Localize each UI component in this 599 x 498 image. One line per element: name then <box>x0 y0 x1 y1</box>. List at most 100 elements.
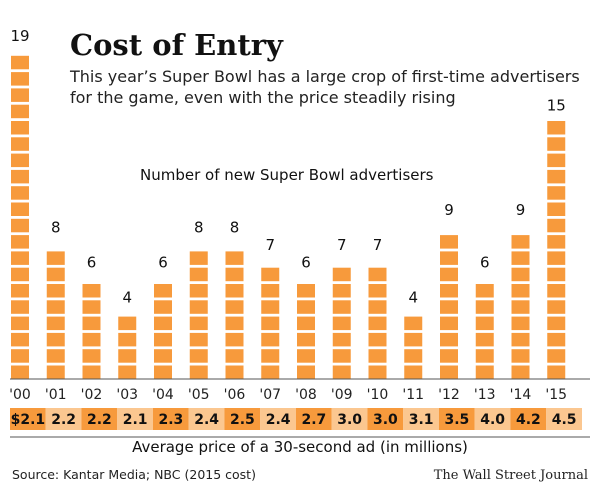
bar-segment <box>297 365 315 379</box>
bar-segment <box>46 267 65 282</box>
bar-segment <box>368 284 387 298</box>
bar-segment <box>154 316 172 331</box>
bar-segment <box>46 251 65 265</box>
price-label-10: 3.0 <box>373 412 398 428</box>
bar-segment <box>547 218 566 233</box>
price-label-13: 4.0 <box>480 412 505 428</box>
bar-segment <box>297 300 315 314</box>
bar-4 <box>154 284 172 379</box>
bar-segment <box>225 349 244 363</box>
bar-segment <box>82 300 101 314</box>
bar-5 <box>189 251 208 379</box>
bar-segment <box>189 332 208 347</box>
bar-15 <box>547 121 566 379</box>
bar-segment <box>154 349 172 363</box>
bar-segment <box>225 251 244 265</box>
bar-0 <box>11 55 29 379</box>
bar-segment <box>11 55 29 70</box>
price-label-5: 2.4 <box>194 412 219 428</box>
bar-segment <box>297 332 315 347</box>
bar-group <box>11 55 566 379</box>
bar-segment <box>475 300 494 314</box>
bar-segment <box>189 316 208 331</box>
value-label-15: 15 <box>547 97 566 115</box>
bar-segment <box>547 153 566 168</box>
value-label-5: 8 <box>194 219 204 237</box>
price-cell-11 <box>403 408 439 430</box>
bar-segment <box>547 365 566 379</box>
bar-segment <box>82 365 101 379</box>
bar-segment <box>189 267 208 282</box>
bar-segment <box>154 365 172 379</box>
bar-segment <box>332 316 351 331</box>
bar-segment <box>82 349 101 363</box>
bar-segment <box>118 332 137 347</box>
bar-segment <box>404 316 423 331</box>
bar-segment <box>189 284 208 298</box>
bar-segment <box>118 365 137 379</box>
bar-segment <box>189 251 208 265</box>
year-tick-0: '00 <box>9 387 31 403</box>
bar-segment <box>189 365 208 379</box>
price-cell-9 <box>331 408 368 430</box>
bar-segment <box>404 365 423 379</box>
bar-segment <box>511 349 530 363</box>
year-tick-14: '14 <box>510 387 532 403</box>
price-cell-5 <box>188 408 225 430</box>
bar-segment <box>547 186 566 200</box>
bar-segment <box>332 267 351 282</box>
bar-segment <box>440 251 458 265</box>
year-tick-10: '10 <box>367 387 389 403</box>
bar-segment <box>547 284 566 298</box>
bar-13 <box>475 284 494 379</box>
price-cell-13 <box>474 408 511 430</box>
value-label-11: 4 <box>408 288 418 306</box>
bar-segment <box>297 284 315 298</box>
bar-segment <box>404 349 423 363</box>
year-tick-11: '11 <box>402 387 424 403</box>
price-cell-7 <box>260 408 296 430</box>
bar-segment <box>11 332 29 347</box>
price-cell-4 <box>153 408 189 430</box>
price-label-2: 2.2 <box>87 412 112 428</box>
year-tick-5: '05 <box>188 387 210 403</box>
bar-segment <box>261 332 280 347</box>
bar-segment <box>46 284 65 298</box>
bar-segment <box>11 104 29 119</box>
bar-12 <box>440 235 458 379</box>
year-tick-labels: '00 '01 '02 '03 '04 '05 '06 '07 '08 '09 '10 '11 '12 '… <box>9 387 567 403</box>
value-label-1: 8 <box>51 219 61 237</box>
bar-segment <box>511 284 530 298</box>
price-cell-10 <box>367 408 404 430</box>
bar-segment <box>511 235 530 249</box>
price-cell-0 <box>10 408 46 430</box>
price-cell-3 <box>117 408 153 430</box>
bar-segment <box>547 267 566 282</box>
price-cell-6 <box>224 408 261 430</box>
value-label-13: 6 <box>480 254 490 272</box>
bar-segment <box>511 300 530 314</box>
bar-segment <box>547 202 566 216</box>
bar-segment <box>440 267 458 282</box>
bar-segment <box>547 332 566 347</box>
price-strip: $2.1 2.2 2.2 2.1 2.3 2.4 2.5 2.4 2.7 3.0 3.0 3.1 3.5… <box>10 408 582 430</box>
bar-segment <box>547 121 566 135</box>
chart-title: Cost of Entry <box>70 28 284 62</box>
bar-segment <box>440 332 458 347</box>
price-label-9: 3.0 <box>337 412 362 428</box>
bar-2 <box>82 284 101 379</box>
price-label-15: 4.5 <box>552 412 577 428</box>
bar-6 <box>225 251 244 379</box>
bar-segment <box>261 267 280 282</box>
bar-segment <box>189 349 208 363</box>
bar-segment <box>11 137 29 151</box>
bar-segment <box>440 235 458 249</box>
bar-segment <box>154 284 172 298</box>
bar-segment <box>82 332 101 347</box>
bar-segment <box>261 316 280 331</box>
value-label-14: 9 <box>516 201 526 219</box>
bar-segment <box>11 267 29 282</box>
value-label-group: 19 8 6 4 6 8 8 7 6 7 7 4 9 6 9 15 <box>10 27 565 306</box>
bar-1 <box>46 251 65 379</box>
